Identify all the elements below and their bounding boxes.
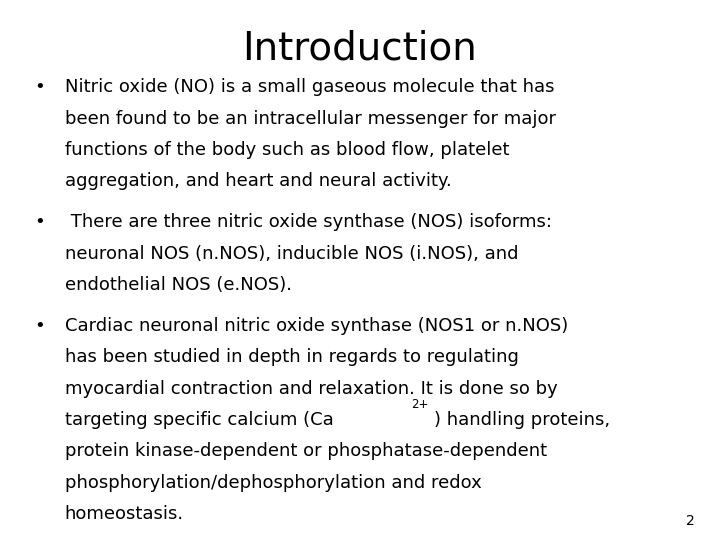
- Text: has been studied in depth in regards to regulating: has been studied in depth in regards to …: [65, 348, 518, 366]
- Text: Nitric oxide (NO) is a small gaseous molecule that has: Nitric oxide (NO) is a small gaseous mol…: [65, 78, 554, 96]
- Text: homeostasis.: homeostasis.: [65, 505, 184, 523]
- Text: functions of the body such as blood flow, platelet: functions of the body such as blood flow…: [65, 141, 509, 159]
- Text: Introduction: Introduction: [243, 30, 477, 68]
- Text: been found to be an intracellular messenger for major: been found to be an intracellular messen…: [65, 110, 556, 127]
- Text: •: •: [35, 213, 45, 231]
- Text: •: •: [35, 317, 45, 335]
- Text: Cardiac neuronal nitric oxide synthase (NOS1 or n.NOS): Cardiac neuronal nitric oxide synthase (…: [65, 317, 568, 335]
- Text: neuronal NOS (n.NOS), inducible NOS (i.NOS), and: neuronal NOS (n.NOS), inducible NOS (i.N…: [65, 245, 518, 262]
- Text: aggregation, and heart and neural activity.: aggregation, and heart and neural activi…: [65, 172, 451, 190]
- Text: ) handling proteins,: ) handling proteins,: [434, 411, 610, 429]
- Text: myocardial contraction and relaxation. It is done so by: myocardial contraction and relaxation. I…: [65, 380, 557, 397]
- Text: 2+: 2+: [412, 398, 429, 411]
- Text: There are three nitric oxide synthase (NOS) isoforms:: There are three nitric oxide synthase (N…: [65, 213, 552, 231]
- Text: protein kinase-dependent or phosphatase-dependent: protein kinase-dependent or phosphatase-…: [65, 442, 547, 460]
- Text: phosphorylation/dephosphorylation and redox: phosphorylation/dephosphorylation and re…: [65, 474, 482, 491]
- Text: endothelial NOS (e.NOS).: endothelial NOS (e.NOS).: [65, 276, 292, 294]
- Text: targeting specific calcium (Ca: targeting specific calcium (Ca: [65, 411, 333, 429]
- Text: •: •: [35, 78, 45, 96]
- Text: 2: 2: [686, 514, 695, 528]
